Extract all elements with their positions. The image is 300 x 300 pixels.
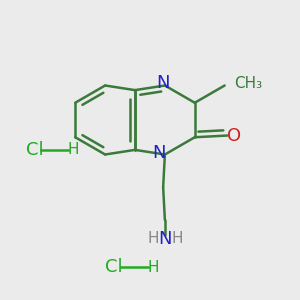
Text: N: N	[157, 74, 170, 92]
Text: H: H	[68, 142, 79, 158]
Text: N: N	[158, 230, 172, 248]
Text: N: N	[153, 144, 166, 162]
Text: Cl: Cl	[105, 258, 123, 276]
Text: H: H	[147, 260, 159, 274]
Text: H: H	[147, 231, 159, 246]
Text: CH₃: CH₃	[234, 76, 262, 91]
Text: H: H	[171, 231, 183, 246]
Text: Cl: Cl	[26, 141, 43, 159]
Text: O: O	[227, 127, 241, 145]
